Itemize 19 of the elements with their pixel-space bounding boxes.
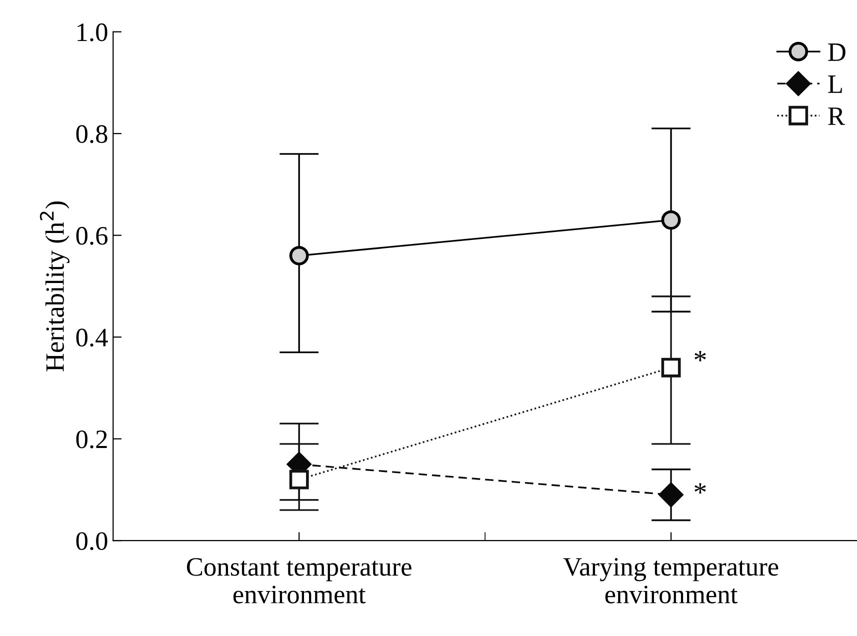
y-axis-title: Heritability (h$^{2}$) xyxy=(40,202,70,372)
point xyxy=(661,358,681,378)
point xyxy=(661,210,681,230)
y-tick-label: 0.8 xyxy=(76,125,108,144)
annotation: * xyxy=(694,351,706,362)
point xyxy=(289,246,309,266)
point xyxy=(658,482,684,507)
y-tick-label: 0.6 xyxy=(76,226,108,245)
x-tick-label: Varying temperature environment xyxy=(563,558,778,604)
annotation: * xyxy=(694,483,706,494)
legend-label: L xyxy=(828,76,842,93)
legend-label: R xyxy=(828,108,845,125)
y-tick-label: 1.0 xyxy=(78,23,108,42)
point xyxy=(289,470,309,490)
y-tick-label: 0.2 xyxy=(76,430,107,448)
y-tick-label: 0.4 xyxy=(76,328,108,347)
legend-label: D xyxy=(828,44,846,61)
y-tick-label: 0.0 xyxy=(76,532,108,550)
x-tick-label: Constant temperature environment xyxy=(186,558,412,604)
